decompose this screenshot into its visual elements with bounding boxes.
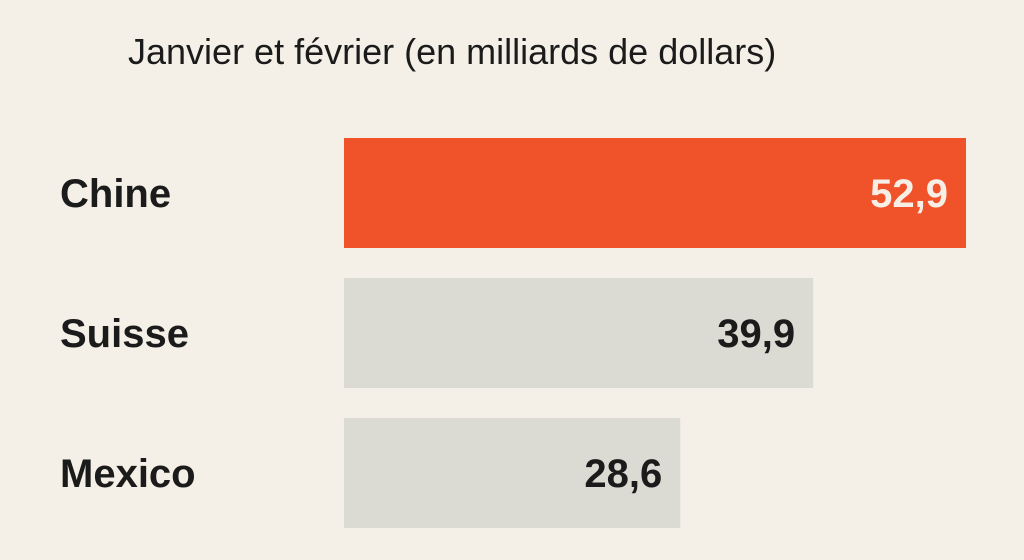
category-label-mexico: Mexico xyxy=(60,452,196,496)
bar-mexico xyxy=(344,418,681,528)
category-label-chine: Chine xyxy=(60,172,171,216)
value-label-mexico: 28,6 xyxy=(584,452,662,496)
bar-chine xyxy=(344,138,966,248)
bar-suisse xyxy=(344,278,814,388)
value-label-chine: 52,9 xyxy=(870,172,948,216)
value-label-suisse: 39,9 xyxy=(717,312,795,356)
chart-title: Janvier et février (en milliards de doll… xyxy=(128,31,776,72)
bars-group: Chine 52,9 Suisse 39,9 Mexico 28,6 xyxy=(60,138,966,528)
category-label-suisse: Suisse xyxy=(60,312,189,356)
